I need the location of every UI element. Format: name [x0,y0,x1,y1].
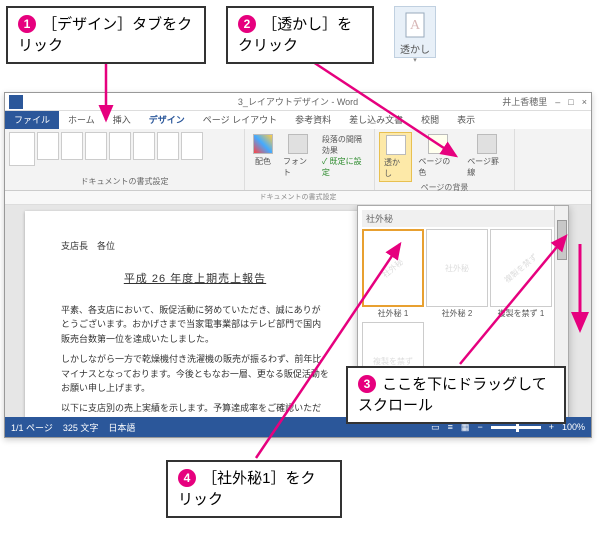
gallery-caption-3: 複製を禁ず 1 [490,307,552,320]
tab-mailings[interactable]: 差し込み文書 [340,111,412,129]
gallery-thumb-text-4: 複製を禁ず [373,356,413,367]
style-thumb-1[interactable] [37,132,59,160]
max-icon[interactable]: □ [568,97,573,107]
pagecolor-button[interactable]: ページの色 [414,132,461,182]
style-thumb-5[interactable] [133,132,155,160]
callout-text-1: ［デザイン］タブをクリック [18,16,192,54]
fonts-button[interactable]: フォント [279,132,318,180]
spacing-label[interactable]: 段落の間隔 [322,134,368,145]
document-page: 支店長 各位 平成 26 年度上期売上報告 平素、各支店において、販促活動に努め… [25,211,365,417]
callout-num-3: 3 [358,375,376,393]
doc-heading: 平成 26 年度上期売上報告 [61,271,329,289]
callout-3: 3 ここを下にドラッグしてスクロール [346,366,566,424]
gallery-item-3[interactable]: 複製を禁ず 複製を禁ず 1 [490,229,552,320]
close-icon[interactable]: × [582,97,587,107]
ribbon: ドキュメントの書式設定 配色 フォント 段落の間隔 効果 ✓ 既定に設定 透かし… [5,129,591,191]
default-label[interactable]: 既定に設定 [322,157,362,177]
gallery-item-1[interactable]: 社外秘 社外秘 1 [362,229,424,320]
callout-num-2: 2 [238,15,256,33]
doc-salutation: 支店長 各位 [61,239,329,253]
style-thumb-4[interactable] [109,132,131,160]
tab-review[interactable]: 校閲 [412,111,448,129]
fonts-label: フォント [283,156,314,178]
watermark-button-label: 透かし [400,45,430,56]
ribbon-group-format-label: ドキュメントの書式設定 [9,176,240,187]
callout-text-3: ここを下にドラッグしてスクロール [358,376,547,414]
watermark-ribbon-label: 透かし [384,157,407,179]
colors-label: 配色 [255,156,271,167]
pagecolor-label: ページの色 [418,156,457,178]
svg-text:A: A [410,18,421,33]
gallery-thumb-text-3: 複製を禁ず [502,251,540,285]
tab-references[interactable]: 参考資料 [286,111,340,129]
callout-2: 2 ［透かし］をクリック [226,6,374,64]
tab-insert[interactable]: 挿入 [104,111,140,129]
doc-p2: しかしながら一方で乾燥機付き洗濯機の販売が振るわず、前年比マイナスとなっておりま… [61,352,329,395]
style-thumb-3[interactable] [85,132,107,160]
gallery-header: 社外秘 [362,210,564,227]
gallery-thumb-text-2: 社外秘 [445,263,469,274]
tab-layout[interactable]: ページ レイアウト [194,111,286,129]
tab-view[interactable]: 表示 [448,111,484,129]
min-icon[interactable]: – [555,97,560,107]
gallery-caption-1: 社外秘 1 [362,307,424,320]
gallery-caption-2: 社外秘 2 [426,307,488,320]
callout-text-4: ［社外秘1］をクリック [178,470,316,508]
doc-title: 3_レイアウトデザイン - Word [238,95,358,108]
word-icon [9,95,23,109]
ruler: ドキュメントの書式設定 [5,191,591,205]
pageborder-button[interactable]: ページ罫線 [463,132,510,182]
titlebar: 3_レイアウトデザイン - Word 井上香穂里 – □ × [5,93,591,111]
style-thumb-7[interactable] [181,132,203,160]
doc-p3: 以下に支店別の売上実績を示します。予算達成率をご確認いただき、未達成の支店は、販… [61,401,329,417]
gallery-thumb-text-1: 社外秘 [380,256,405,280]
callout-1: 1 ［デザイン］タブをクリック [6,6,206,64]
gallery-scroll-thumb[interactable] [557,220,567,260]
effects-label[interactable]: 効果 [322,145,368,156]
ribbon-tabs: ファイル ホーム 挿入 デザイン ページ レイアウト 参考資料 差し込み文書 校… [5,111,591,129]
status-lang[interactable]: 日本語 [108,421,135,434]
pageborder-label: ページ罫線 [467,156,506,178]
style-thumb-2[interactable] [61,132,83,160]
callout-num-1: 1 [18,15,36,33]
watermark-ribbon-button[interactable]: 透かし [379,132,412,182]
style-thumb-6[interactable] [157,132,179,160]
status-page[interactable]: 1/1 ページ [11,421,53,434]
watermark-button-large[interactable]: A 透かし ▾ [394,6,436,58]
status-words[interactable]: 325 文字 [63,421,99,434]
tab-design[interactable]: デザイン [140,111,194,129]
colors-button[interactable]: 配色 [249,132,277,180]
callout-num-4: 4 [178,469,196,487]
ribbon-group-bg-label: ページの背景 [379,182,510,193]
tab-file[interactable]: ファイル [5,111,59,129]
watermark-icon: A [403,11,427,39]
tab-home[interactable]: ホーム [59,111,104,129]
zoom-slider[interactable] [491,426,541,429]
user-name: 井上香穂里 [502,95,547,108]
theme-thumb[interactable] [9,132,35,166]
doc-p1: 平素、各支店において、販促活動に努めていただき、誠にありがとうございます。おかげ… [61,303,329,346]
callout-4: 4 ［社外秘1］をクリック [166,460,342,518]
gallery-item-2[interactable]: 社外秘 社外秘 2 [426,229,488,320]
